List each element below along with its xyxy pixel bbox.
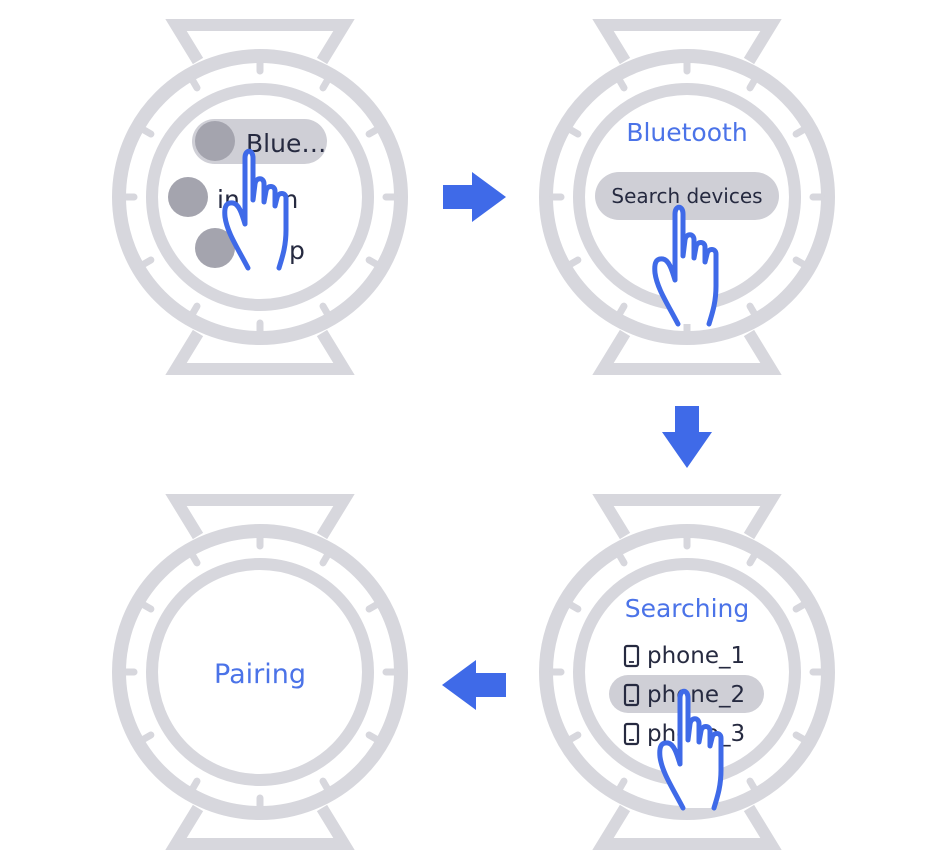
button-background bbox=[595, 172, 779, 220]
bezel-tick bbox=[140, 731, 155, 743]
arrow-down-icon bbox=[662, 406, 712, 468]
bezel-tick bbox=[616, 302, 628, 317]
phone-icon bbox=[623, 683, 640, 707]
watch-step-4: Pairing bbox=[119, 500, 401, 844]
bezel-tick bbox=[792, 601, 807, 613]
bezel-tick bbox=[746, 777, 758, 792]
bezel-tick bbox=[567, 731, 582, 743]
phone-icon bbox=[623, 644, 640, 668]
menu-item-bluetooth[interactable]: Blue… bbox=[192, 119, 327, 164]
tick-marks bbox=[549, 59, 825, 335]
bezel-tick bbox=[792, 126, 807, 138]
bezel-tick bbox=[567, 256, 582, 268]
bezel-tick bbox=[189, 552, 201, 567]
menu-item-3[interactable]: p bbox=[195, 228, 305, 268]
tick-marks bbox=[122, 59, 398, 335]
bezel-tick bbox=[746, 77, 758, 92]
bezel-tick bbox=[616, 552, 628, 567]
tick-marks bbox=[122, 534, 398, 810]
bezel-tick bbox=[567, 601, 582, 613]
bezel-tick bbox=[365, 256, 380, 268]
bezel-tick bbox=[189, 777, 201, 792]
device-name: phone_2 bbox=[647, 682, 745, 708]
menu-item-icon bbox=[195, 121, 235, 161]
bezel-tick bbox=[365, 731, 380, 743]
bezel-tick bbox=[792, 256, 807, 268]
menu-item-label: Blue… bbox=[246, 129, 326, 158]
bezel-tick bbox=[319, 777, 331, 792]
search-devices-button[interactable]: Search devices bbox=[595, 172, 779, 220]
bezel-tick bbox=[319, 302, 331, 317]
bezel-tick bbox=[616, 777, 628, 792]
bezel-tick bbox=[792, 731, 807, 743]
screen-title: Pairing bbox=[214, 659, 306, 690]
device-item-phone-2[interactable]: phone_2 bbox=[623, 682, 745, 708]
screen-title: Bluetooth bbox=[626, 118, 747, 147]
device-name: phone_1 bbox=[647, 643, 745, 669]
bezel-tick bbox=[319, 77, 331, 92]
menu-item-icon bbox=[168, 177, 208, 217]
arrow-left-icon bbox=[442, 660, 506, 710]
bezel-tick bbox=[189, 302, 201, 317]
device-item-phone-1[interactable]: phone_1 bbox=[623, 643, 745, 669]
watch-step-2: Bluetooth Search devices bbox=[546, 25, 828, 369]
bezel-tick bbox=[140, 126, 155, 138]
bezel-tick bbox=[746, 552, 758, 567]
bezel-tick bbox=[319, 552, 331, 567]
watch-step-3: Searching phone_1 phone_2 bbox=[546, 500, 828, 844]
watch-screen: Blue… in m p bbox=[168, 119, 327, 268]
bezel-tick bbox=[365, 126, 380, 138]
bezel-tick bbox=[140, 256, 155, 268]
bezel-tick bbox=[365, 601, 380, 613]
arrow-right-icon bbox=[443, 172, 506, 222]
bezel-tick bbox=[616, 77, 628, 92]
watch-screen: Bluetooth Search devices bbox=[595, 118, 779, 220]
menu-item-icon bbox=[195, 228, 235, 268]
bezel-tick bbox=[140, 601, 155, 613]
bezel-tick bbox=[189, 77, 201, 92]
button-label: Search devices bbox=[611, 184, 762, 208]
bezel-tick bbox=[567, 126, 582, 138]
bezel-tick bbox=[746, 302, 758, 317]
watch-screen: Pairing bbox=[214, 659, 306, 690]
watch-step-1: Blue… in m p bbox=[119, 25, 401, 369]
screen-title: Searching bbox=[625, 594, 750, 623]
tick-marks bbox=[549, 534, 825, 810]
menu-item-label: p bbox=[289, 236, 305, 265]
phone-icon bbox=[623, 722, 640, 746]
